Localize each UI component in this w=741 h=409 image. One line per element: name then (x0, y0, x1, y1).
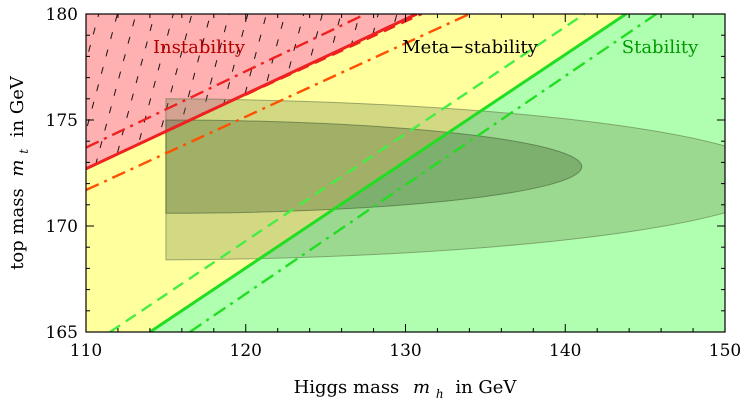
y-axis-label: top mass m t in GeV (7, 75, 33, 270)
boundary-stability-dashdot (189, 14, 657, 332)
y-axis-label-text: top mass (7, 188, 28, 270)
x-axis-label-sub: h (436, 387, 444, 401)
boundary-instability-lower (86, 14, 470, 192)
ellipse-inner (165, 119, 583, 214)
plot-area (86, 14, 725, 332)
boundary-instability-dashed (245, 14, 423, 96)
boundary-instability-upper (86, 14, 367, 149)
x-axis-label-symbol: m (413, 377, 430, 398)
x-tick-label: 150 (709, 341, 741, 361)
x-tick-label: 120 (230, 341, 262, 361)
region-label-meta-stability: Meta−stability (402, 37, 538, 58)
x-axis-label-unit: in GeV (455, 377, 517, 398)
boundary-stability-central (149, 14, 627, 332)
region-label-stability: Stability (622, 37, 699, 58)
y-tick-label: 175 (46, 111, 78, 131)
y-axis-label-unit: in GeV (7, 75, 28, 137)
x-tick-label: 110 (70, 341, 102, 361)
boundary-lines (86, 14, 657, 332)
y-tick-label: 170 (46, 217, 78, 237)
ticks: 110 120 130 140 150 165 170 175 180 (46, 5, 741, 361)
region-label-instability: Instability (153, 37, 246, 58)
x-axis-label: Higgs mass m h in GeV (294, 377, 518, 403)
boundary-stability-dashed (109, 14, 586, 332)
x-tick-label: 140 (549, 341, 581, 361)
y-tick-label: 180 (46, 5, 78, 25)
y-axis-label-symbol: m (7, 160, 28, 177)
y-axis-label-sub: t (17, 149, 31, 154)
y-tick-label: 165 (46, 323, 78, 343)
ellipse-outer (165, 98, 725, 261)
x-tick-label: 130 (389, 341, 421, 361)
x-axis-label-text: Higgs mass (294, 377, 400, 398)
